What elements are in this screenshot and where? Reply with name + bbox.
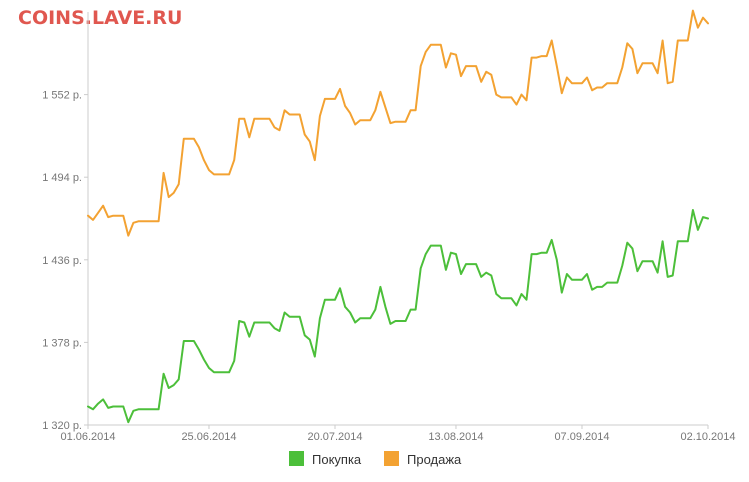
series-line-sell [87, 9, 709, 237]
legend-item-buy[interactable]: Покупка [289, 451, 362, 467]
series-line-buy [87, 209, 709, 424]
legend-swatch-buy [289, 451, 304, 466]
watermark-text: COINS.LAVE.RU [18, 7, 182, 29]
x-axis-ticks: 01.06.2014 25.06.2014 20.07.2014 13.08.2014… [60, 425, 736, 443]
y-tick-label: 1 320 р. [42, 420, 82, 432]
x-tick-label: 02.10.2014 [680, 431, 735, 443]
y-axis-ticks: 1 320 р. 1 378 р. 1 436 р. 1 494 р. 1 552 р. [42, 90, 88, 432]
y-tick-label: 1 436 р. [42, 255, 82, 267]
series-layer [87, 9, 709, 424]
legend-label-sell: Продажа [407, 452, 462, 467]
x-tick-label: 01.06.2014 [60, 431, 115, 443]
x-tick-label: 20.07.2014 [307, 431, 362, 443]
legend-item-sell[interactable]: Продажа [384, 451, 462, 467]
x-tick-label: 13.08.2014 [428, 431, 483, 443]
legend-swatch-sell [384, 451, 399, 466]
y-tick-label: 1 378 р. [42, 337, 82, 349]
y-tick-label: 1 552 р. [42, 90, 82, 102]
legend[interactable]: Покупка Продажа [289, 451, 462, 467]
y-tick-label: 1 494 р. [42, 172, 82, 184]
x-tick-label: 25.06.2014 [181, 431, 236, 443]
chart-axes [87, 12, 708, 426]
legend-label-buy: Покупка [312, 452, 362, 467]
x-tick-label: 07.09.2014 [554, 431, 609, 443]
